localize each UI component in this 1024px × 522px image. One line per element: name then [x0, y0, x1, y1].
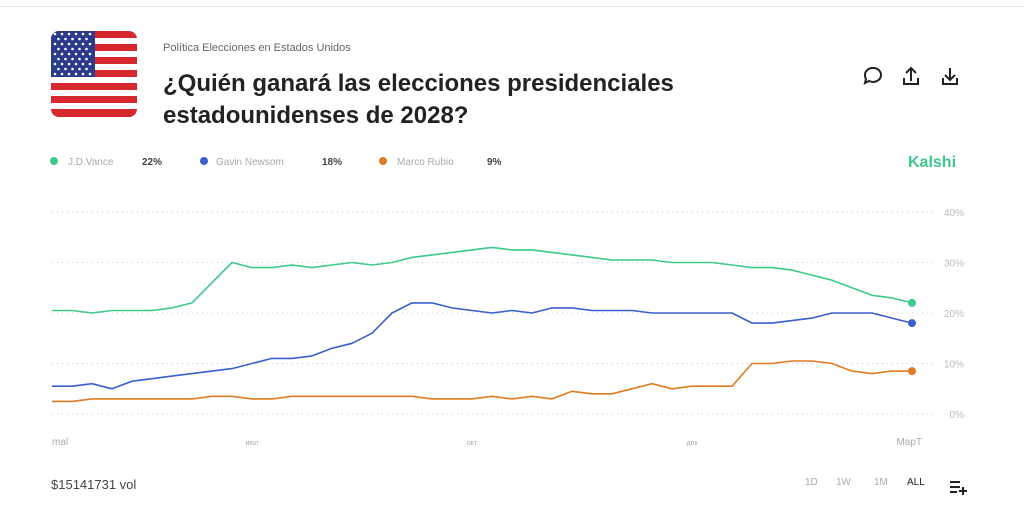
star	[64, 37, 67, 41]
range-button[interactable]: 1M	[874, 477, 888, 488]
star	[85, 37, 88, 41]
actions	[863, 66, 958, 85]
download-icon[interactable]	[942, 68, 958, 85]
x-tick-label: МарТ	[896, 437, 922, 448]
legend-name: Marco Rubio	[397, 157, 454, 168]
star	[53, 62, 57, 66]
x-tick-label: июл	[245, 440, 258, 447]
star	[71, 67, 74, 71]
star	[67, 32, 71, 36]
y-tick-label: 40%	[944, 208, 964, 219]
star	[88, 42, 92, 46]
star	[67, 72, 71, 76]
star	[64, 57, 67, 61]
star	[60, 32, 64, 36]
star	[81, 72, 85, 76]
add-icon[interactable]	[948, 478, 970, 496]
star	[60, 72, 64, 76]
star	[71, 37, 74, 41]
star	[57, 57, 60, 61]
x-tick-label: mal	[52, 437, 68, 448]
y-tick-label: 20%	[944, 309, 964, 320]
source: Kalshi	[908, 154, 957, 171]
series-line	[52, 302, 913, 390]
star	[64, 67, 67, 71]
star	[53, 52, 57, 56]
end-dot	[908, 319, 916, 328]
legend-name: Gavin Newsom	[216, 157, 284, 168]
market-title: ¿Quién ganará las elecciones presidencia…	[163, 70, 674, 129]
star	[78, 57, 81, 61]
category: Política Elecciones en Estados Unidos	[163, 42, 351, 54]
legend-value: 18%	[322, 157, 342, 168]
y-tick-label: 0%	[950, 410, 965, 421]
star	[57, 37, 60, 41]
star	[57, 47, 60, 51]
star	[81, 42, 85, 46]
star	[67, 52, 71, 56]
y-tick-label: 10%	[944, 360, 964, 371]
flag	[51, 31, 137, 117]
end-dot	[908, 298, 916, 307]
star	[57, 67, 60, 71]
star	[81, 32, 85, 36]
star	[60, 52, 64, 56]
volume: $15141731 vol	[51, 477, 137, 492]
y-tick-label: 30%	[944, 259, 964, 270]
star	[85, 57, 88, 61]
star	[88, 62, 92, 66]
star	[74, 72, 78, 76]
star	[74, 42, 78, 46]
star	[88, 32, 92, 36]
star	[60, 62, 64, 66]
star	[85, 67, 88, 71]
star	[74, 52, 78, 56]
star	[81, 52, 85, 56]
star	[60, 42, 64, 46]
star	[53, 32, 57, 36]
legend-dot	[200, 157, 208, 165]
star	[71, 57, 74, 61]
star	[74, 62, 78, 66]
comment-icon[interactable]	[863, 66, 882, 85]
star	[85, 47, 88, 51]
legend-dot	[379, 157, 387, 165]
x-tick-label: дек	[686, 440, 698, 447]
range-button[interactable]: ALL	[907, 477, 925, 488]
share-icon[interactable]	[903, 66, 919, 85]
star	[78, 67, 81, 71]
x-tick-label: окт	[467, 440, 478, 447]
chart: 0% 10% 20% 30% 40% mal июл окт дек МарТ J.D.Vance 2…	[50, 157, 965, 448]
star	[78, 47, 81, 51]
legend-value: 9%	[487, 157, 502, 168]
star	[78, 37, 81, 41]
legend-name: J.D.Vance	[68, 157, 114, 168]
star	[88, 52, 92, 56]
end-dot	[908, 367, 916, 376]
legend-dot	[50, 157, 58, 165]
star	[71, 47, 74, 51]
star	[81, 62, 85, 66]
star	[53, 42, 57, 46]
legend-value: 22%	[142, 157, 162, 168]
star	[64, 47, 67, 51]
star	[88, 72, 92, 76]
star	[67, 42, 71, 46]
star	[67, 62, 71, 66]
range-button[interactable]: 1D	[805, 477, 818, 488]
series-line	[52, 246, 913, 314]
divider	[0, 6, 1024, 7]
star	[53, 72, 57, 76]
range-button[interactable]: 1W	[836, 477, 851, 488]
series-line	[52, 360, 912, 403]
star	[74, 32, 78, 36]
